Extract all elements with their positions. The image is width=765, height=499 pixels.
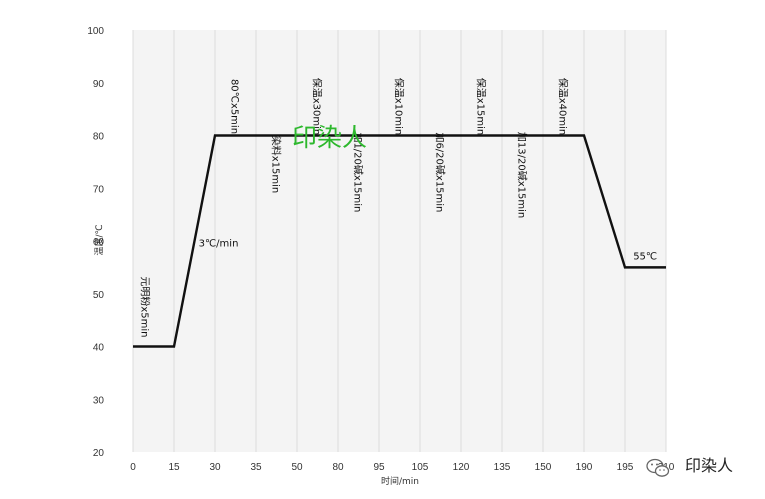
x-tick-label: 30 xyxy=(209,462,221,473)
annotation-label: 染料x15min xyxy=(270,136,283,194)
annotation-label: 保温x10min xyxy=(393,78,406,136)
x-axis-title: 时间/min xyxy=(381,475,419,487)
annotations: 元明粉x5min 3℃/min 80℃x5min 染料x15min 保温x30min 加1… xyxy=(138,78,657,338)
x-tick-label: 150 xyxy=(535,462,552,473)
x-tick-label: 35 xyxy=(250,462,262,473)
annotation-label: 加13/20碱x15min xyxy=(516,132,528,218)
grid-lines xyxy=(132,30,667,452)
y-tick-label: 80 xyxy=(93,132,105,143)
annotation-label: 加6/20碱x15min xyxy=(434,132,446,212)
y-axis-title: 温度/℃ xyxy=(93,224,105,255)
y-tick-label: 40 xyxy=(93,343,105,354)
x-tick-label: 95 xyxy=(373,462,385,473)
x-tick-labels: 0153035508095105120135150190195210 xyxy=(130,462,675,473)
annotation-label: 元明粉x5min xyxy=(138,276,151,337)
watermark-text: 印染人 xyxy=(292,123,367,152)
y-tick-label: 70 xyxy=(93,184,105,195)
x-tick-label: 105 xyxy=(412,462,429,473)
x-tick-label: 0 xyxy=(130,462,136,473)
y-tick-label: 100 xyxy=(87,26,104,37)
y-tick-label: 30 xyxy=(93,395,105,406)
series-line xyxy=(133,134,666,348)
y-tick-label: 90 xyxy=(93,79,105,90)
y-tick-labels: 20 30 40 50 60 70 80 90 100 xyxy=(87,26,104,459)
logo: 印染人 xyxy=(646,456,733,477)
annotation-label: 55℃ xyxy=(633,251,657,262)
wechat-icon xyxy=(646,458,670,477)
x-tick-label: 195 xyxy=(617,462,634,473)
annotation-label: 3℃/min xyxy=(199,238,239,249)
y-tick-label: 50 xyxy=(93,290,105,301)
logo-text: 印染人 xyxy=(685,456,733,475)
x-tick-label: 120 xyxy=(453,462,470,473)
x-tick-label: 50 xyxy=(291,462,303,473)
annotation-label: 保温x30min xyxy=(311,78,324,136)
annotation-label: 加1/20碱x15min xyxy=(352,132,364,212)
annotation-label: 80℃x5min xyxy=(229,79,240,134)
x-tick-label: 15 xyxy=(168,462,180,473)
annotation-label: 保温x40min xyxy=(557,78,570,136)
plot-background xyxy=(133,30,666,452)
x-tick-label: 135 xyxy=(494,462,511,473)
y-tick-label: 20 xyxy=(93,448,105,459)
annotation-label: 保温x15min xyxy=(475,78,488,136)
y-tick-label: 60 xyxy=(93,237,105,248)
x-tick-label: 190 xyxy=(576,462,593,473)
x-tick-label: 80 xyxy=(332,462,344,473)
